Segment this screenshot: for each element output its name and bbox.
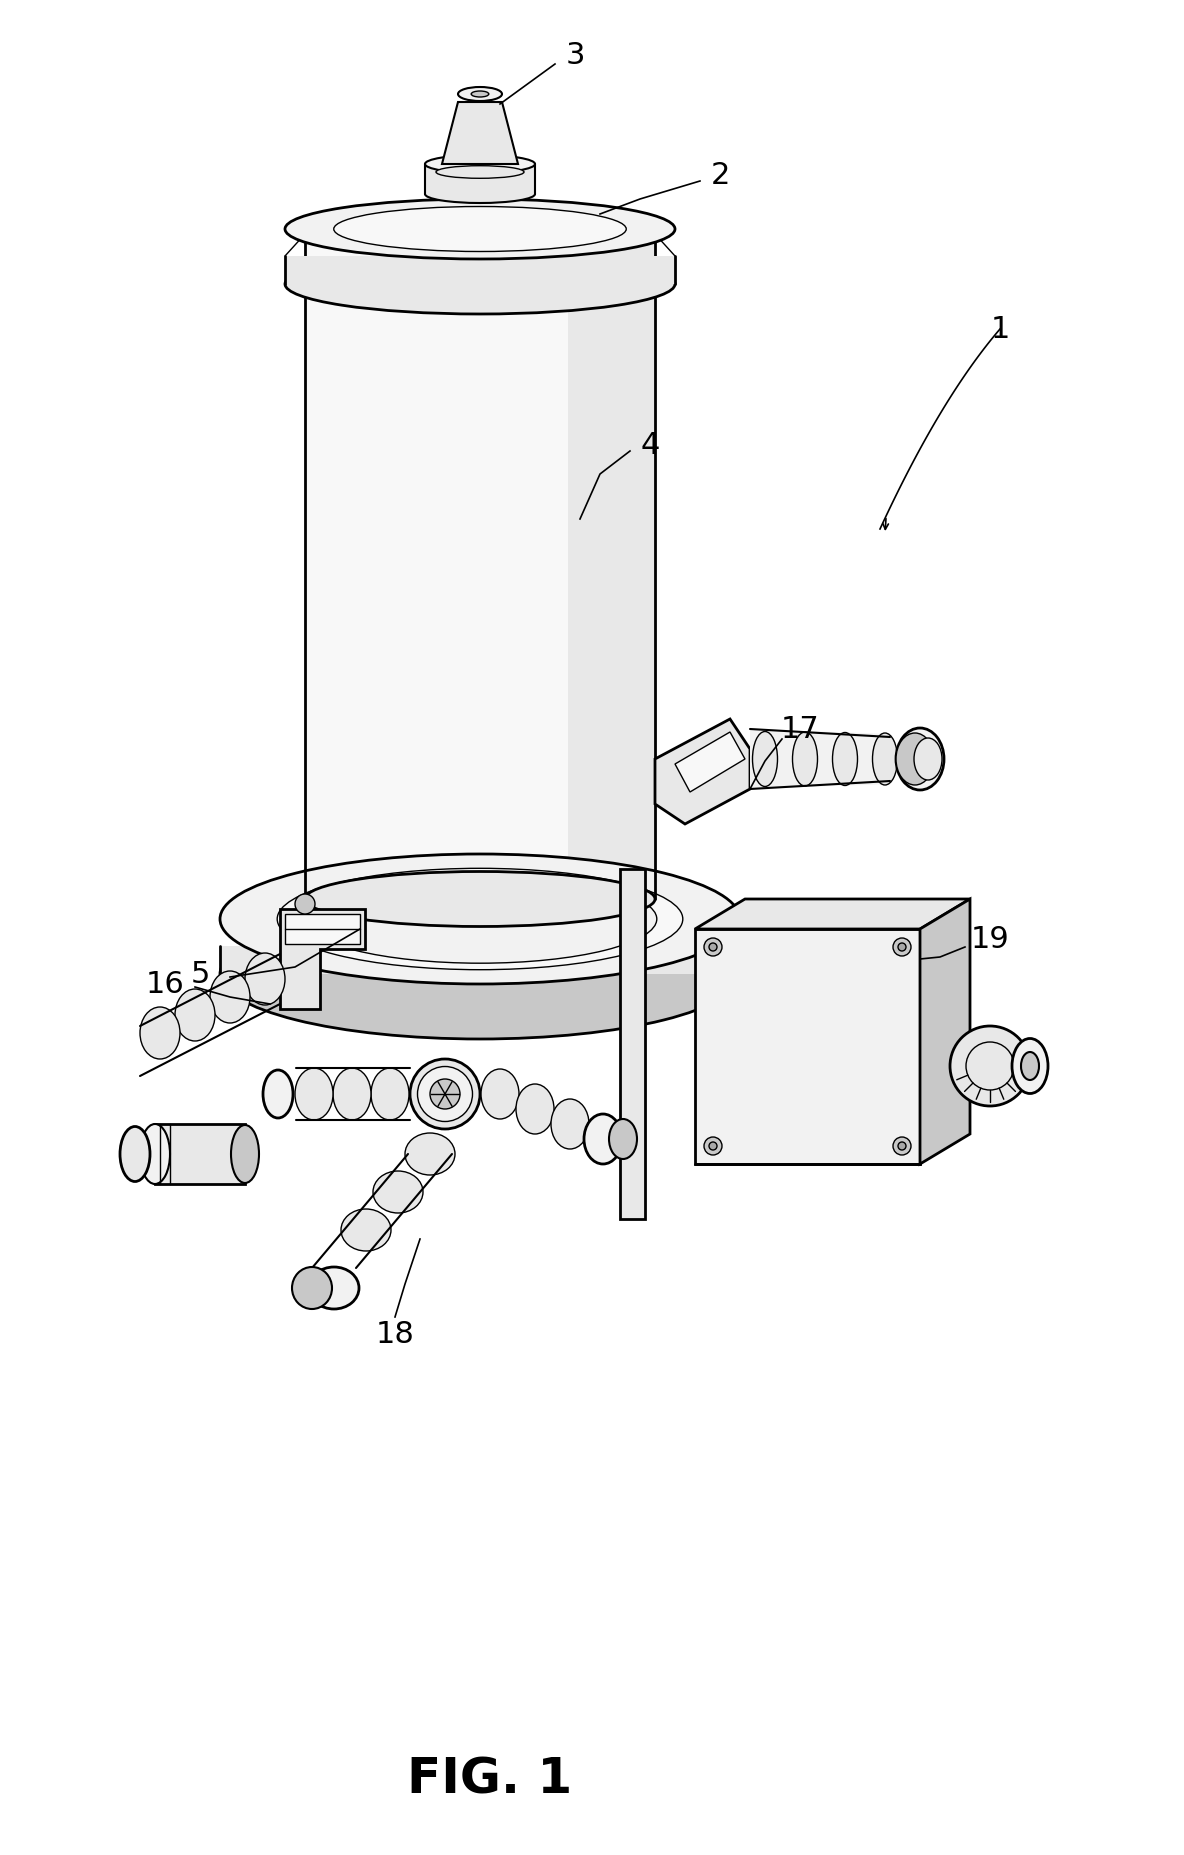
Polygon shape xyxy=(220,946,740,974)
Ellipse shape xyxy=(704,939,722,957)
Text: FIG. 1: FIG. 1 xyxy=(407,1755,573,1803)
Polygon shape xyxy=(567,230,655,900)
Polygon shape xyxy=(285,256,675,286)
Ellipse shape xyxy=(896,729,944,790)
Ellipse shape xyxy=(210,972,250,1024)
Ellipse shape xyxy=(551,1100,588,1150)
Polygon shape xyxy=(285,915,360,944)
Ellipse shape xyxy=(436,167,525,180)
Ellipse shape xyxy=(893,1137,910,1156)
Bar xyxy=(155,1124,245,1183)
Ellipse shape xyxy=(292,1267,332,1310)
Ellipse shape xyxy=(305,872,655,928)
Ellipse shape xyxy=(1021,1052,1040,1080)
Ellipse shape xyxy=(220,909,740,1039)
Ellipse shape xyxy=(285,200,675,260)
Ellipse shape xyxy=(704,1137,722,1156)
Text: 19: 19 xyxy=(971,926,1010,953)
Polygon shape xyxy=(425,165,535,195)
Ellipse shape xyxy=(309,1267,359,1310)
Text: 16: 16 xyxy=(146,970,185,1000)
Ellipse shape xyxy=(897,1143,906,1150)
Ellipse shape xyxy=(471,93,489,98)
Polygon shape xyxy=(675,733,745,792)
Ellipse shape xyxy=(418,1067,472,1122)
Ellipse shape xyxy=(405,1133,455,1176)
Ellipse shape xyxy=(373,1171,423,1213)
Text: 4: 4 xyxy=(641,430,659,460)
Ellipse shape xyxy=(263,1070,292,1119)
Polygon shape xyxy=(695,900,970,929)
Ellipse shape xyxy=(458,87,502,102)
Ellipse shape xyxy=(425,186,535,204)
Ellipse shape xyxy=(295,894,315,915)
Ellipse shape xyxy=(277,868,683,970)
Ellipse shape xyxy=(832,733,857,787)
Bar xyxy=(695,929,920,1165)
Ellipse shape xyxy=(285,254,675,315)
Ellipse shape xyxy=(1012,1039,1048,1094)
Ellipse shape xyxy=(425,156,535,174)
Ellipse shape xyxy=(341,1209,391,1252)
Ellipse shape xyxy=(175,989,215,1041)
Ellipse shape xyxy=(753,733,778,787)
Ellipse shape xyxy=(430,1080,461,1109)
Polygon shape xyxy=(920,900,970,1165)
Ellipse shape xyxy=(334,208,626,252)
Ellipse shape xyxy=(709,1143,718,1150)
Polygon shape xyxy=(305,230,655,900)
Ellipse shape xyxy=(481,1070,519,1119)
Ellipse shape xyxy=(220,855,740,985)
Ellipse shape xyxy=(950,1026,1030,1106)
Ellipse shape xyxy=(897,944,906,952)
Ellipse shape xyxy=(295,1068,333,1120)
Ellipse shape xyxy=(371,1068,408,1120)
Text: 18: 18 xyxy=(375,1319,414,1349)
Ellipse shape xyxy=(140,1124,170,1183)
Ellipse shape xyxy=(893,939,910,957)
Ellipse shape xyxy=(873,733,897,785)
Ellipse shape xyxy=(333,1068,371,1120)
Text: 17: 17 xyxy=(780,716,819,744)
Ellipse shape xyxy=(709,944,718,952)
Ellipse shape xyxy=(410,1059,480,1130)
Text: 2: 2 xyxy=(710,160,729,189)
Text: 3: 3 xyxy=(565,41,585,69)
Ellipse shape xyxy=(303,876,657,965)
Ellipse shape xyxy=(609,1119,637,1159)
Text: 5: 5 xyxy=(191,961,210,989)
Ellipse shape xyxy=(914,738,942,781)
Ellipse shape xyxy=(231,1126,259,1183)
Ellipse shape xyxy=(245,953,285,1005)
Bar xyxy=(620,870,645,1219)
Ellipse shape xyxy=(584,1115,622,1165)
Ellipse shape xyxy=(516,1085,554,1135)
Polygon shape xyxy=(749,729,890,790)
Ellipse shape xyxy=(792,733,817,787)
Ellipse shape xyxy=(913,735,938,785)
Text: 1: 1 xyxy=(990,315,1010,345)
Polygon shape xyxy=(442,102,519,165)
Ellipse shape xyxy=(140,1007,180,1059)
Polygon shape xyxy=(279,909,365,1009)
Ellipse shape xyxy=(896,733,934,785)
Ellipse shape xyxy=(120,1126,150,1182)
Polygon shape xyxy=(655,720,749,825)
